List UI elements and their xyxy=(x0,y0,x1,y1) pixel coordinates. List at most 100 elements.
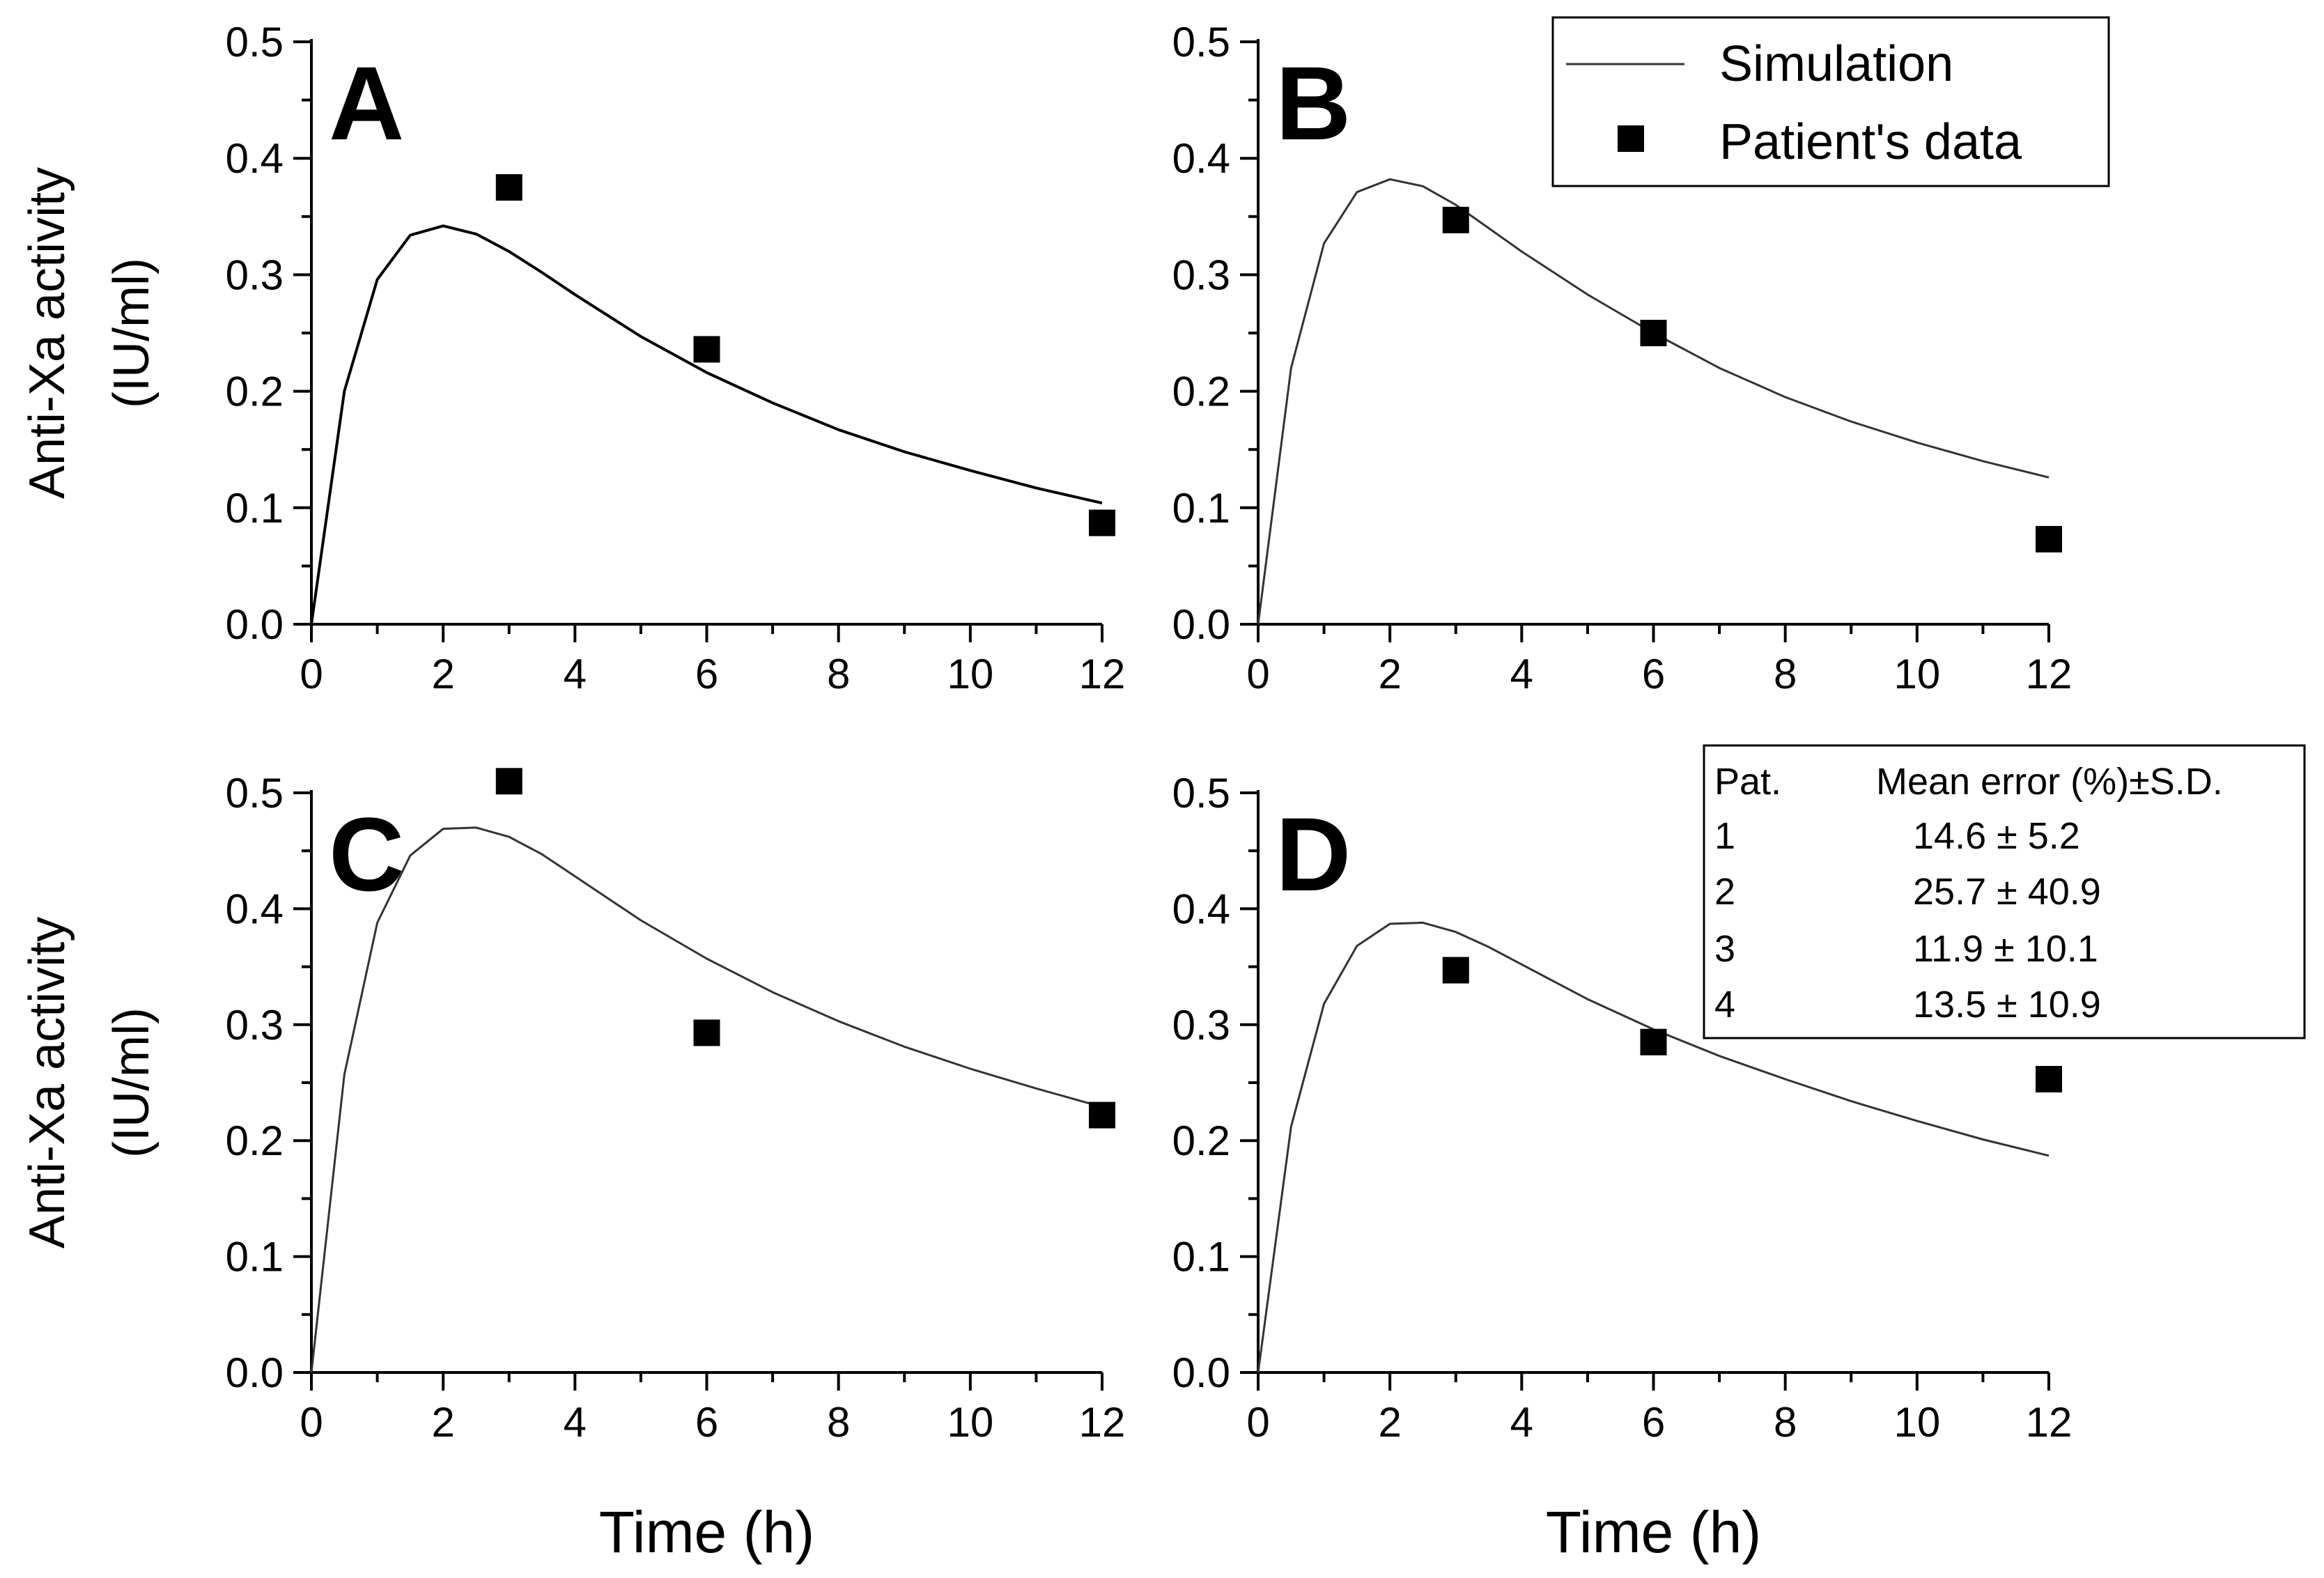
y-tick-label: 0.0 xyxy=(226,1349,284,1396)
y-tick-label: 0.0 xyxy=(1172,601,1230,648)
patient-data-point xyxy=(2036,525,2062,552)
error-table: Pat. Mean error (%)±S.D. 1 14.6 ± 5.2 2 … xyxy=(1703,744,2306,1039)
patient-data-point xyxy=(1089,509,1115,536)
x-axis-label: Time (h) xyxy=(599,1499,815,1565)
x-tick-label: 0 xyxy=(300,1399,323,1446)
error-table-row-patient: 4 xyxy=(1714,984,1735,1026)
error-table-row-error: 25.7 ± 40.9 xyxy=(1913,871,2101,913)
y-tick-label: 0.0 xyxy=(226,601,284,648)
simulation-line xyxy=(1257,921,2050,1373)
y-tick-label: 0.2 xyxy=(1172,1117,1230,1164)
y-tick-label: 0.2 xyxy=(1172,369,1230,415)
legend-simulation-label: Simulation xyxy=(1719,36,1953,92)
x-tick-label: 0 xyxy=(1246,651,1269,697)
patient-data-point xyxy=(495,768,522,795)
y-tick-label: 0.5 xyxy=(1172,19,1230,65)
patient-data-point xyxy=(1640,1028,1667,1055)
y-tick-label: 0.2 xyxy=(226,1117,284,1164)
error-table-row-error: 11.9 ± 10.1 xyxy=(1913,928,2098,970)
patient-data-point xyxy=(693,1019,720,1046)
x-tick-label: 6 xyxy=(695,651,718,697)
panel-label-d: D xyxy=(1276,796,1351,913)
panel-a: 0 2 4 6 8 10 12 0.0 0.1 0.2 0.3 0.4 0.5 A Anti-Xa acti… xyxy=(20,19,1125,697)
x-tick-label: 2 xyxy=(1378,651,1401,697)
x-tick-label: 6 xyxy=(1642,1399,1665,1446)
y-tick-label: 0.5 xyxy=(226,770,284,817)
y-tick-label: 0.3 xyxy=(226,252,284,298)
y-tick-label: 0.3 xyxy=(226,1002,284,1049)
panel-label-a: A xyxy=(329,45,404,162)
y-tick-label: 0.4 xyxy=(226,135,284,182)
y-tick-label: 0.0 xyxy=(1172,1349,1230,1396)
patient-data-point xyxy=(2036,1066,2062,1093)
x-axis-label: Time (h) xyxy=(1546,1499,1762,1565)
x-tick-label: 8 xyxy=(1774,1399,1797,1446)
x-tick-label: 8 xyxy=(1774,651,1797,697)
patient-data-point xyxy=(1442,206,1469,233)
y-axis-label: Anti-Xa activity xyxy=(20,917,75,1248)
x-tick-label: 6 xyxy=(1642,651,1665,697)
error-table-box xyxy=(1703,744,2306,1039)
y-tick-label: 0.5 xyxy=(1172,770,1230,817)
patient-data-point xyxy=(1442,957,1469,984)
x-tick-label: 12 xyxy=(1079,1399,1126,1446)
y-tick-label: 0.1 xyxy=(226,1234,284,1281)
x-tick-label: 2 xyxy=(431,1399,454,1446)
x-tick-label: 4 xyxy=(1510,651,1533,697)
y-tick-label: 0.4 xyxy=(226,885,284,932)
panel-c: 0 2 4 6 8 10 12 0.0 0.1 0.2 0.3 0.4 0.5 C Anti-Xa acti… xyxy=(20,768,1125,1565)
error-table-row-patient: 1 xyxy=(1714,815,1735,857)
patient-data-point xyxy=(1089,1101,1115,1129)
x-tick-label: 0 xyxy=(300,651,323,697)
y-axis-label-units: (IU/ml) xyxy=(104,1007,160,1158)
error-table-row-error: 13.5 ± 10.9 xyxy=(1913,984,2101,1026)
patient-data-point xyxy=(1640,320,1667,346)
x-tick-label: 0 xyxy=(1246,1399,1269,1446)
y-tick-label: 0.4 xyxy=(1172,135,1230,182)
x-tick-label: 8 xyxy=(827,1399,850,1446)
x-tick-label: 4 xyxy=(564,1399,587,1446)
y-tick-label: 0.1 xyxy=(1172,485,1230,532)
patient-data-point xyxy=(693,336,720,363)
x-tick-label: 8 xyxy=(827,651,850,697)
legend-box xyxy=(1551,16,2110,187)
x-tick-label: 2 xyxy=(431,651,454,697)
legend: Simulation Patient's data xyxy=(1551,16,2110,187)
y-tick-label: 0.1 xyxy=(226,485,284,532)
x-tick-label: 12 xyxy=(2026,1399,2073,1446)
panel-label-b: B xyxy=(1276,45,1351,162)
x-tick-label: 10 xyxy=(1893,1399,1940,1446)
error-table-row-error: 14.6 ± 5.2 xyxy=(1913,815,2080,857)
panel-label-c: C xyxy=(329,796,404,913)
x-tick-label: 10 xyxy=(947,651,993,697)
simulation-line xyxy=(310,224,1103,625)
legend-patient-swatch xyxy=(1618,125,1644,152)
error-table-header-patient: Pat. xyxy=(1714,761,1781,803)
y-tick-label: 0.5 xyxy=(226,19,284,65)
simulation-line xyxy=(1257,178,2050,625)
x-tick-label: 2 xyxy=(1378,1399,1401,1446)
y-tick-label: 0.1 xyxy=(1172,1234,1230,1281)
x-tick-label: 12 xyxy=(2026,651,2073,697)
y-tick-label: 0.4 xyxy=(1172,885,1230,932)
y-tick-label: 0.3 xyxy=(1172,252,1230,298)
simulation-line xyxy=(310,826,1103,1373)
x-tick-label: 6 xyxy=(695,1399,718,1446)
y-axis-label-units: (IU/ml) xyxy=(104,258,160,408)
y-axis-label: Anti-Xa activity xyxy=(20,167,75,499)
x-tick-label: 4 xyxy=(1510,1399,1533,1446)
y-tick-label: 0.3 xyxy=(1172,1002,1230,1049)
x-tick-label: 12 xyxy=(1079,651,1126,697)
error-table-row-patient: 2 xyxy=(1714,871,1735,913)
legend-patient-label: Patient's data xyxy=(1719,114,2022,170)
x-tick-label: 10 xyxy=(947,1399,993,1446)
panel-b: 0 2 4 6 8 10 12 0.0 0.1 0.2 0.3 0.4 0.5 B xyxy=(1172,19,2073,697)
x-tick-label: 4 xyxy=(564,651,587,697)
error-table-header-error: Mean error (%)±S.D. xyxy=(1876,761,2223,803)
patient-data-point xyxy=(495,174,522,201)
x-tick-label: 10 xyxy=(1893,651,1940,697)
y-tick-label: 0.2 xyxy=(226,369,284,415)
error-table-row-patient: 3 xyxy=(1714,928,1735,970)
